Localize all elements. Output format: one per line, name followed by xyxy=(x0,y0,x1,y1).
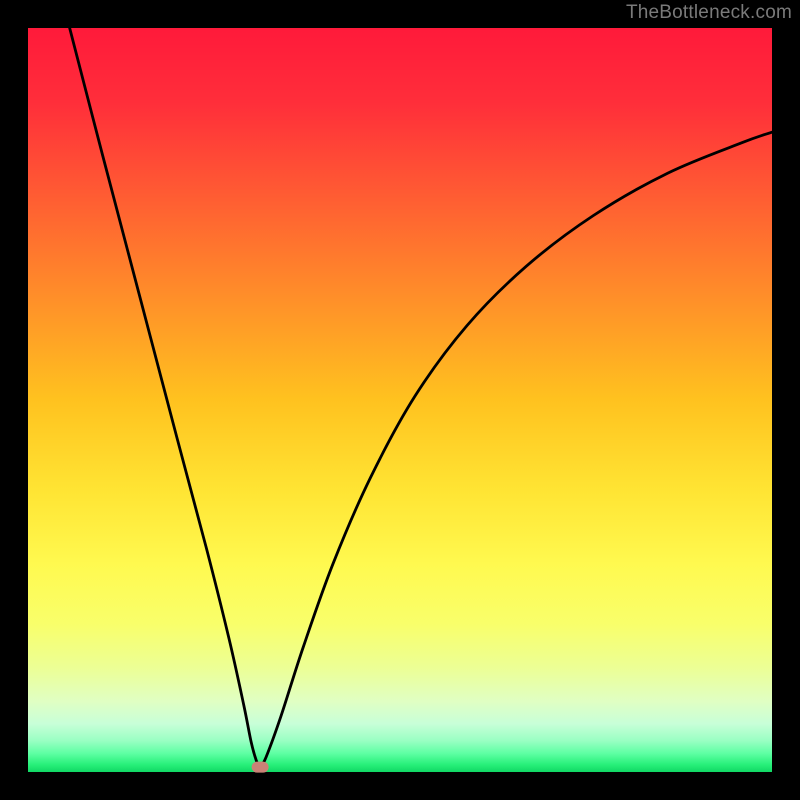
bottleneck-chart-canvas: TheBottleneck.com xyxy=(0,0,800,800)
chart-gradient-background xyxy=(28,28,772,772)
optimal-point-marker xyxy=(252,762,269,773)
watermark-text: TheBottleneck.com xyxy=(626,2,792,24)
chart-svg xyxy=(0,0,800,800)
